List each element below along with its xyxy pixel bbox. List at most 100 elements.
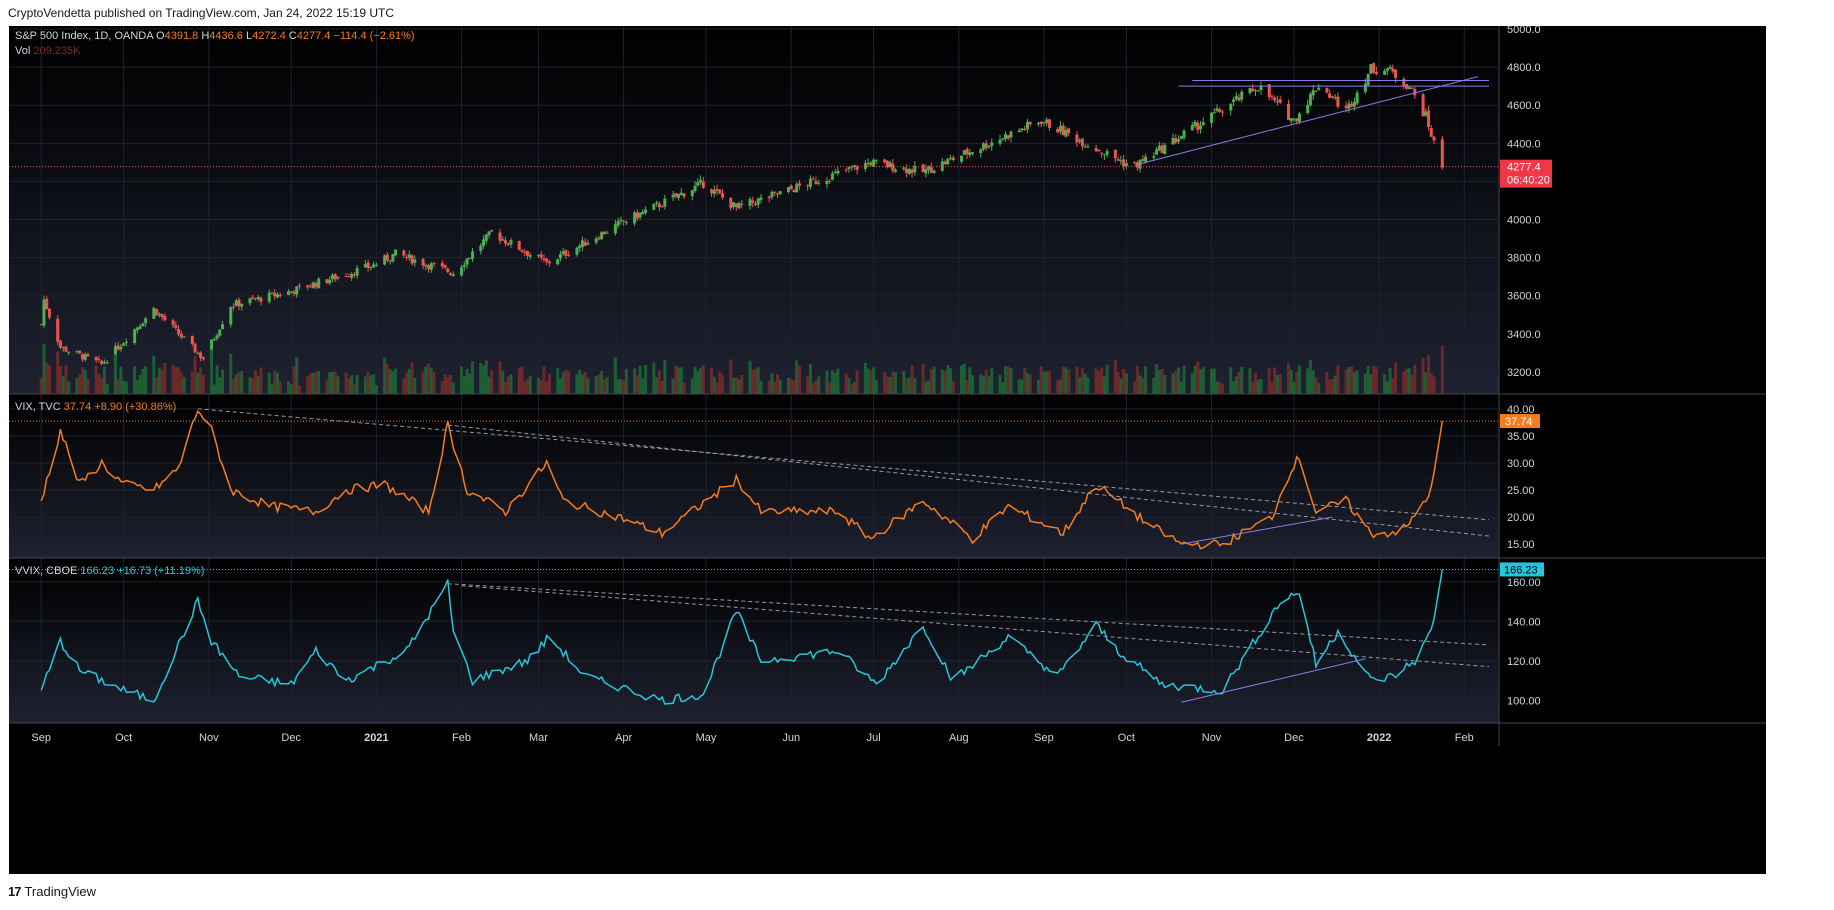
- candle-body: [122, 343, 126, 346]
- candle-body: [171, 320, 175, 326]
- volume-bar: [308, 373, 312, 394]
- volume-bar: [80, 367, 84, 394]
- volume-bar: [1116, 371, 1120, 394]
- candle-body: [1157, 145, 1161, 151]
- candle-body: [330, 274, 334, 280]
- candle-body: [979, 149, 983, 154]
- candle-body: [259, 297, 263, 302]
- ohlc-key-o: O: [156, 30, 165, 42]
- candle-body: [501, 239, 505, 241]
- volume-bar: [517, 367, 521, 394]
- x-tick-label: Oct: [115, 732, 132, 744]
- volume-bar: [47, 365, 51, 394]
- volume-bar: [201, 375, 205, 394]
- volume-bar: [1152, 378, 1156, 394]
- volume-bar: [1215, 381, 1219, 394]
- candle-body: [460, 267, 464, 276]
- candle-body: [1056, 128, 1060, 133]
- volume-bar: [921, 363, 925, 394]
- volume-bar: [1410, 375, 1414, 394]
- volume-bar: [644, 364, 648, 394]
- candle-body: [325, 279, 329, 283]
- chart-canvas[interactable]: Sep Oct Nov Dec 2021 Feb Mar Apr May Jun Jul Aug Sep…: [9, 26, 1766, 874]
- volume-bar: [1042, 371, 1046, 394]
- volume-bar: [753, 368, 757, 394]
- volume-bar: [1199, 369, 1203, 394]
- candle-body: [655, 202, 659, 204]
- volume-bar: [616, 379, 620, 394]
- candle-body: [1124, 163, 1128, 166]
- candle-body: [1374, 72, 1378, 75]
- candle-body: [237, 299, 241, 307]
- candle-body: [1330, 96, 1334, 98]
- volume-bar: [1317, 383, 1321, 394]
- volume-bar: [413, 377, 417, 394]
- volume-bar: [465, 368, 469, 394]
- volume-bar: [1144, 366, 1148, 394]
- volume-bar: [913, 378, 917, 394]
- volume-bar: [1067, 369, 1071, 394]
- candle-body: [715, 188, 719, 191]
- candle-body: [905, 168, 909, 173]
- volume-bar: [545, 381, 549, 394]
- candle-body: [394, 249, 398, 256]
- candle-body: [152, 307, 156, 319]
- chart-area[interactable]: Sep Oct Nov Dec 2021 Feb Mar Apr May Jun Jul Aug Sep…: [9, 26, 1766, 874]
- volume-bar: [1295, 372, 1299, 394]
- volume-bar: [1221, 383, 1225, 394]
- candle-body: [251, 297, 255, 299]
- volume-bar: [825, 370, 829, 394]
- candle-body: [1017, 130, 1021, 133]
- volume-bar: [1388, 367, 1392, 394]
- volume-bar: [1402, 371, 1406, 394]
- candle-body: [910, 169, 914, 174]
- volume-bar: [633, 368, 637, 394]
- volume-bar: [1177, 367, 1181, 394]
- candle-body: [1275, 100, 1279, 102]
- candle-body: [641, 211, 645, 215]
- volume-bar: [325, 379, 329, 394]
- tradingview-footer[interactable]: 17 TradingView: [8, 884, 96, 899]
- volume-bar: [1229, 367, 1233, 394]
- volume-bar: [990, 367, 994, 394]
- volume-bar: [852, 382, 856, 394]
- volume-bar: [333, 371, 337, 394]
- candle-body: [789, 185, 793, 190]
- volume-bar: [811, 383, 815, 394]
- volume-bar: [748, 360, 752, 394]
- x-tick-label: Aug: [949, 732, 969, 744]
- candle-body: [267, 292, 271, 302]
- vix-series-line: [40, 409, 1444, 550]
- volume-bar: [1061, 366, 1065, 394]
- y-tick-label: 35.00: [1507, 431, 1535, 443]
- countdown-label: 06:40:20: [1507, 175, 1550, 187]
- candle-body: [1006, 135, 1010, 139]
- candle-body: [1253, 90, 1257, 92]
- volume-bar: [1372, 365, 1376, 394]
- volume-bar: [190, 371, 194, 394]
- candle-body: [465, 258, 469, 265]
- volume-bar: [1325, 372, 1329, 394]
- volume-bar: [874, 380, 878, 394]
- volume-bar: [1432, 376, 1436, 394]
- candle-body: [160, 313, 164, 318]
- volume-bar: [1292, 381, 1296, 394]
- candle-body: [1440, 139, 1444, 168]
- candle-body: [949, 158, 953, 160]
- candle-body: [1078, 140, 1082, 142]
- volume-bar: [883, 372, 887, 394]
- candle-body: [721, 193, 725, 198]
- candle-body: [679, 192, 683, 195]
- candle-body: [1248, 87, 1252, 94]
- volume-bar: [946, 364, 950, 394]
- candle-body: [1297, 113, 1301, 122]
- volume-bar: [468, 373, 472, 394]
- volume-bar: [797, 365, 801, 394]
- volume-bar: [951, 381, 955, 394]
- volume-bar: [1232, 381, 1236, 394]
- volume-bar: [949, 368, 953, 394]
- x-tick-label: Sep: [1034, 732, 1054, 744]
- candle-body: [311, 282, 315, 289]
- candle-body: [193, 343, 197, 353]
- vix-symbol: VIX, TVC: [15, 401, 61, 413]
